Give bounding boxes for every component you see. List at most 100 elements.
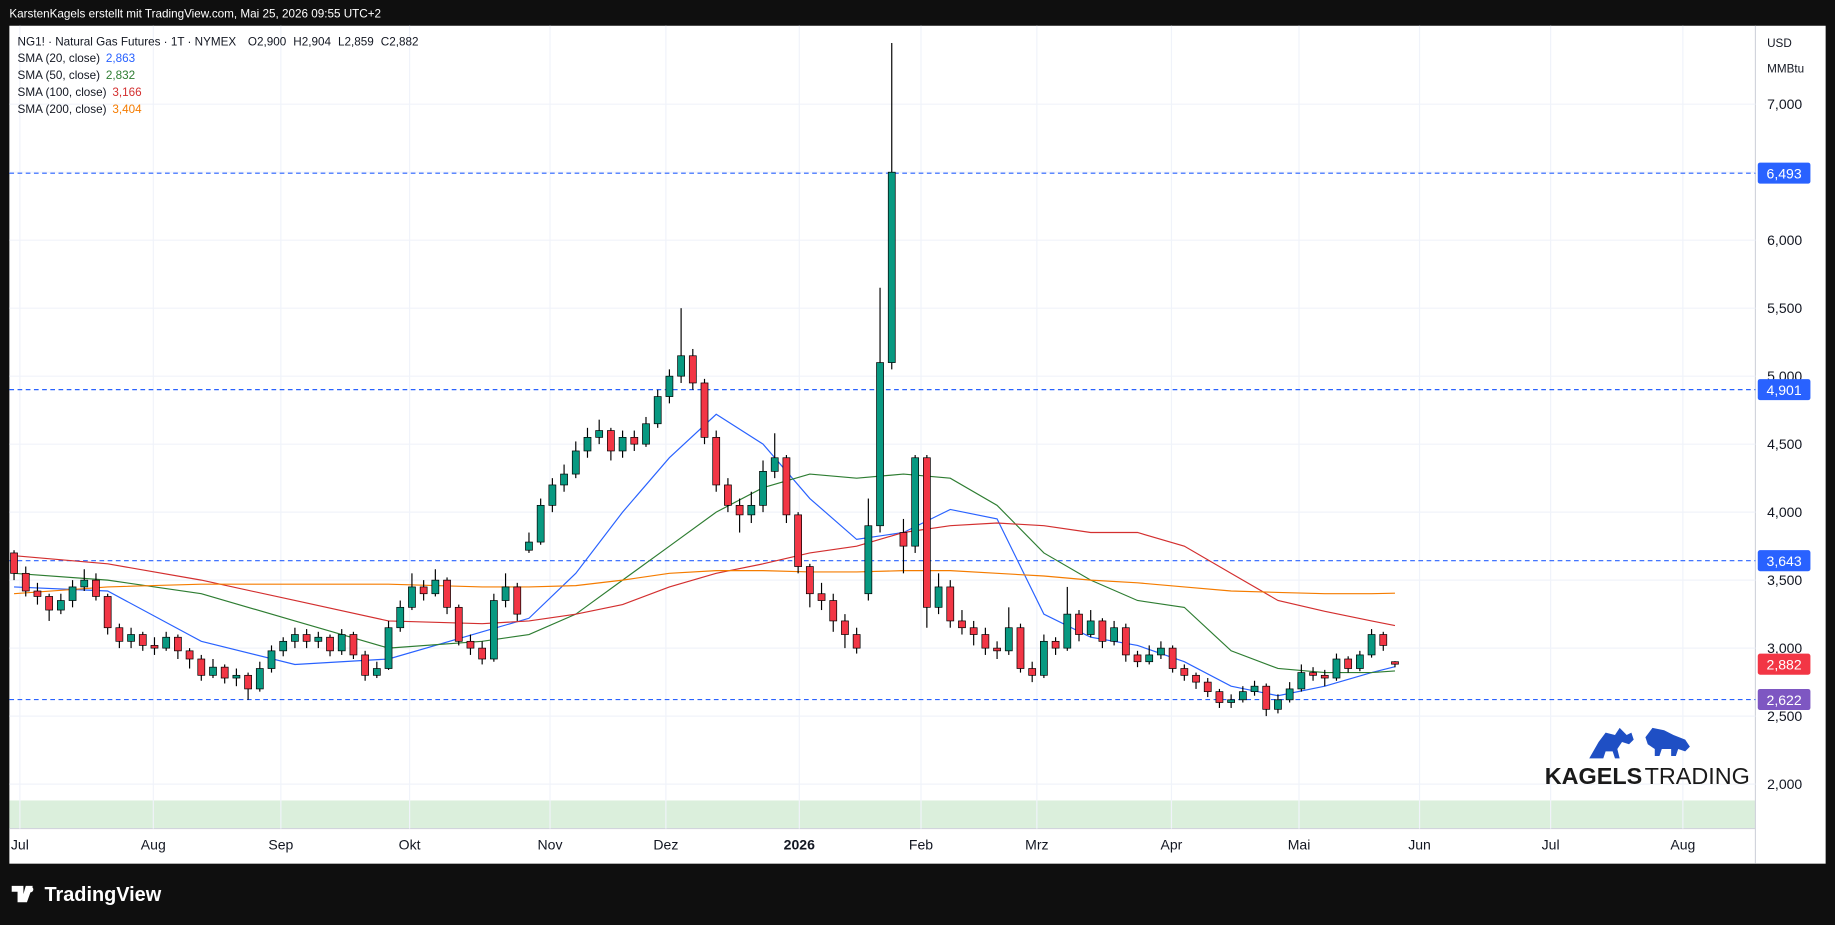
candle-body bbox=[291, 634, 299, 642]
candle-body bbox=[419, 586, 428, 595]
candle-body bbox=[1192, 674, 1200, 683]
candle-body bbox=[969, 627, 978, 635]
candle-body bbox=[1051, 640, 1060, 649]
candle-body bbox=[372, 668, 381, 676]
candle-body bbox=[209, 666, 217, 676]
candle-body bbox=[595, 430, 604, 438]
candle-body bbox=[911, 457, 920, 547]
candle-body bbox=[618, 437, 627, 452]
candle-body bbox=[536, 504, 545, 543]
x-tick-label: Aug bbox=[141, 837, 166, 853]
price-label-bg bbox=[1757, 688, 1811, 711]
candle-body bbox=[115, 627, 124, 642]
candle-body bbox=[68, 586, 77, 601]
sma-name: SMA (100, close) bbox=[18, 86, 107, 99]
ohlc-value: 2,900 bbox=[257, 36, 287, 49]
candle-body bbox=[946, 586, 955, 622]
brand: TradingView bbox=[11, 884, 162, 906]
candle-body bbox=[454, 606, 463, 642]
sma-legend-entry: SMA (50, close) 2,832 bbox=[18, 69, 136, 82]
watermark-left: KAGELS bbox=[1545, 763, 1642, 789]
ohlc-key: L bbox=[338, 36, 345, 49]
candle-body bbox=[653, 396, 662, 425]
candle-body bbox=[489, 600, 498, 660]
x-tick-label: Jul bbox=[11, 837, 29, 853]
candle-body bbox=[1121, 627, 1130, 656]
candle-body bbox=[712, 437, 721, 486]
candle-body bbox=[759, 470, 767, 506]
candle-body bbox=[630, 437, 639, 445]
sma-value: 3,404 bbox=[112, 103, 142, 116]
y-tick-label: 2,500 bbox=[1767, 708, 1802, 724]
brand-icon-dot bbox=[27, 886, 34, 893]
candle-body bbox=[185, 650, 194, 660]
x-tick-label: Jul bbox=[1542, 837, 1560, 853]
y-tick-label: 3,500 bbox=[1767, 572, 1802, 588]
candle-body bbox=[302, 634, 311, 642]
candle-body bbox=[267, 650, 276, 669]
candle-body bbox=[1379, 634, 1388, 646]
candle-body bbox=[1040, 640, 1048, 676]
candle-body bbox=[466, 640, 475, 649]
axes: 2,0002,5003,0003,5004,0004,5005,0005,500… bbox=[11, 96, 1811, 853]
candle-body bbox=[1238, 691, 1247, 701]
price-label: 2,882 bbox=[1767, 656, 1802, 672]
sma-lines bbox=[13, 413, 1396, 697]
price-label: 3,643 bbox=[1767, 553, 1802, 569]
candle-body bbox=[688, 355, 697, 384]
candle-body bbox=[642, 423, 650, 445]
candle-body bbox=[548, 484, 557, 506]
symbol: NG1! · Natural Gas Futures · 1T · NYMEX bbox=[18, 36, 237, 49]
candle-body bbox=[255, 668, 264, 690]
candle-body bbox=[1367, 634, 1376, 656]
price-label-bg bbox=[1757, 162, 1811, 184]
candle-body bbox=[1262, 685, 1271, 710]
candle-body bbox=[21, 572, 30, 592]
candle-body bbox=[1110, 627, 1118, 642]
ohlc-value: 2,859 bbox=[345, 36, 374, 49]
ohlc-key: O bbox=[248, 36, 257, 49]
candle-body bbox=[127, 634, 135, 642]
price-label: 4,901 bbox=[1767, 382, 1802, 398]
candle-body bbox=[560, 473, 568, 486]
bear-icon bbox=[1645, 727, 1690, 757]
sma-legend-entry: SMA (100, close) 3,166 bbox=[18, 86, 142, 99]
header-text: KarstenKagels erstellt mit TradingView.c… bbox=[9, 8, 381, 21]
candle-body bbox=[583, 437, 592, 452]
candle-body bbox=[56, 600, 65, 611]
x-tick-label: Mai bbox=[1288, 837, 1311, 853]
candle-body bbox=[735, 504, 744, 516]
x-tick-label: Aug bbox=[1670, 837, 1695, 853]
candle-body bbox=[782, 457, 791, 516]
x-tick-label: Jun bbox=[1408, 837, 1431, 853]
candle-body bbox=[1004, 627, 1013, 652]
candle-body bbox=[80, 579, 89, 588]
price-label: 6,493 bbox=[1767, 165, 1802, 181]
candle-body bbox=[817, 593, 826, 601]
candle-body bbox=[1016, 627, 1025, 669]
sma-value: 2,863 bbox=[106, 52, 135, 65]
candle-body bbox=[864, 525, 873, 595]
candle-body bbox=[1157, 647, 1165, 656]
candle-body bbox=[408, 586, 416, 608]
candle-body bbox=[220, 666, 229, 679]
x-tick-label: Nov bbox=[538, 837, 563, 853]
candle-body bbox=[1285, 688, 1294, 701]
watermark-right: TRADING bbox=[1645, 763, 1750, 789]
candle-body bbox=[478, 647, 487, 660]
candle-body bbox=[361, 654, 369, 676]
candle-body bbox=[958, 620, 966, 629]
candle-body bbox=[1075, 613, 1083, 635]
candle-body bbox=[829, 600, 838, 622]
ohlc: O2,900 H2,904 L2,859 C2,882 bbox=[248, 36, 419, 49]
candle-body bbox=[852, 634, 861, 649]
candle-body bbox=[876, 362, 884, 527]
sma-line bbox=[13, 522, 1396, 627]
candle-body bbox=[794, 514, 802, 567]
candle-body bbox=[1215, 691, 1224, 703]
candle-body bbox=[33, 590, 42, 597]
candle-body bbox=[92, 579, 100, 597]
candle-body bbox=[934, 586, 943, 608]
